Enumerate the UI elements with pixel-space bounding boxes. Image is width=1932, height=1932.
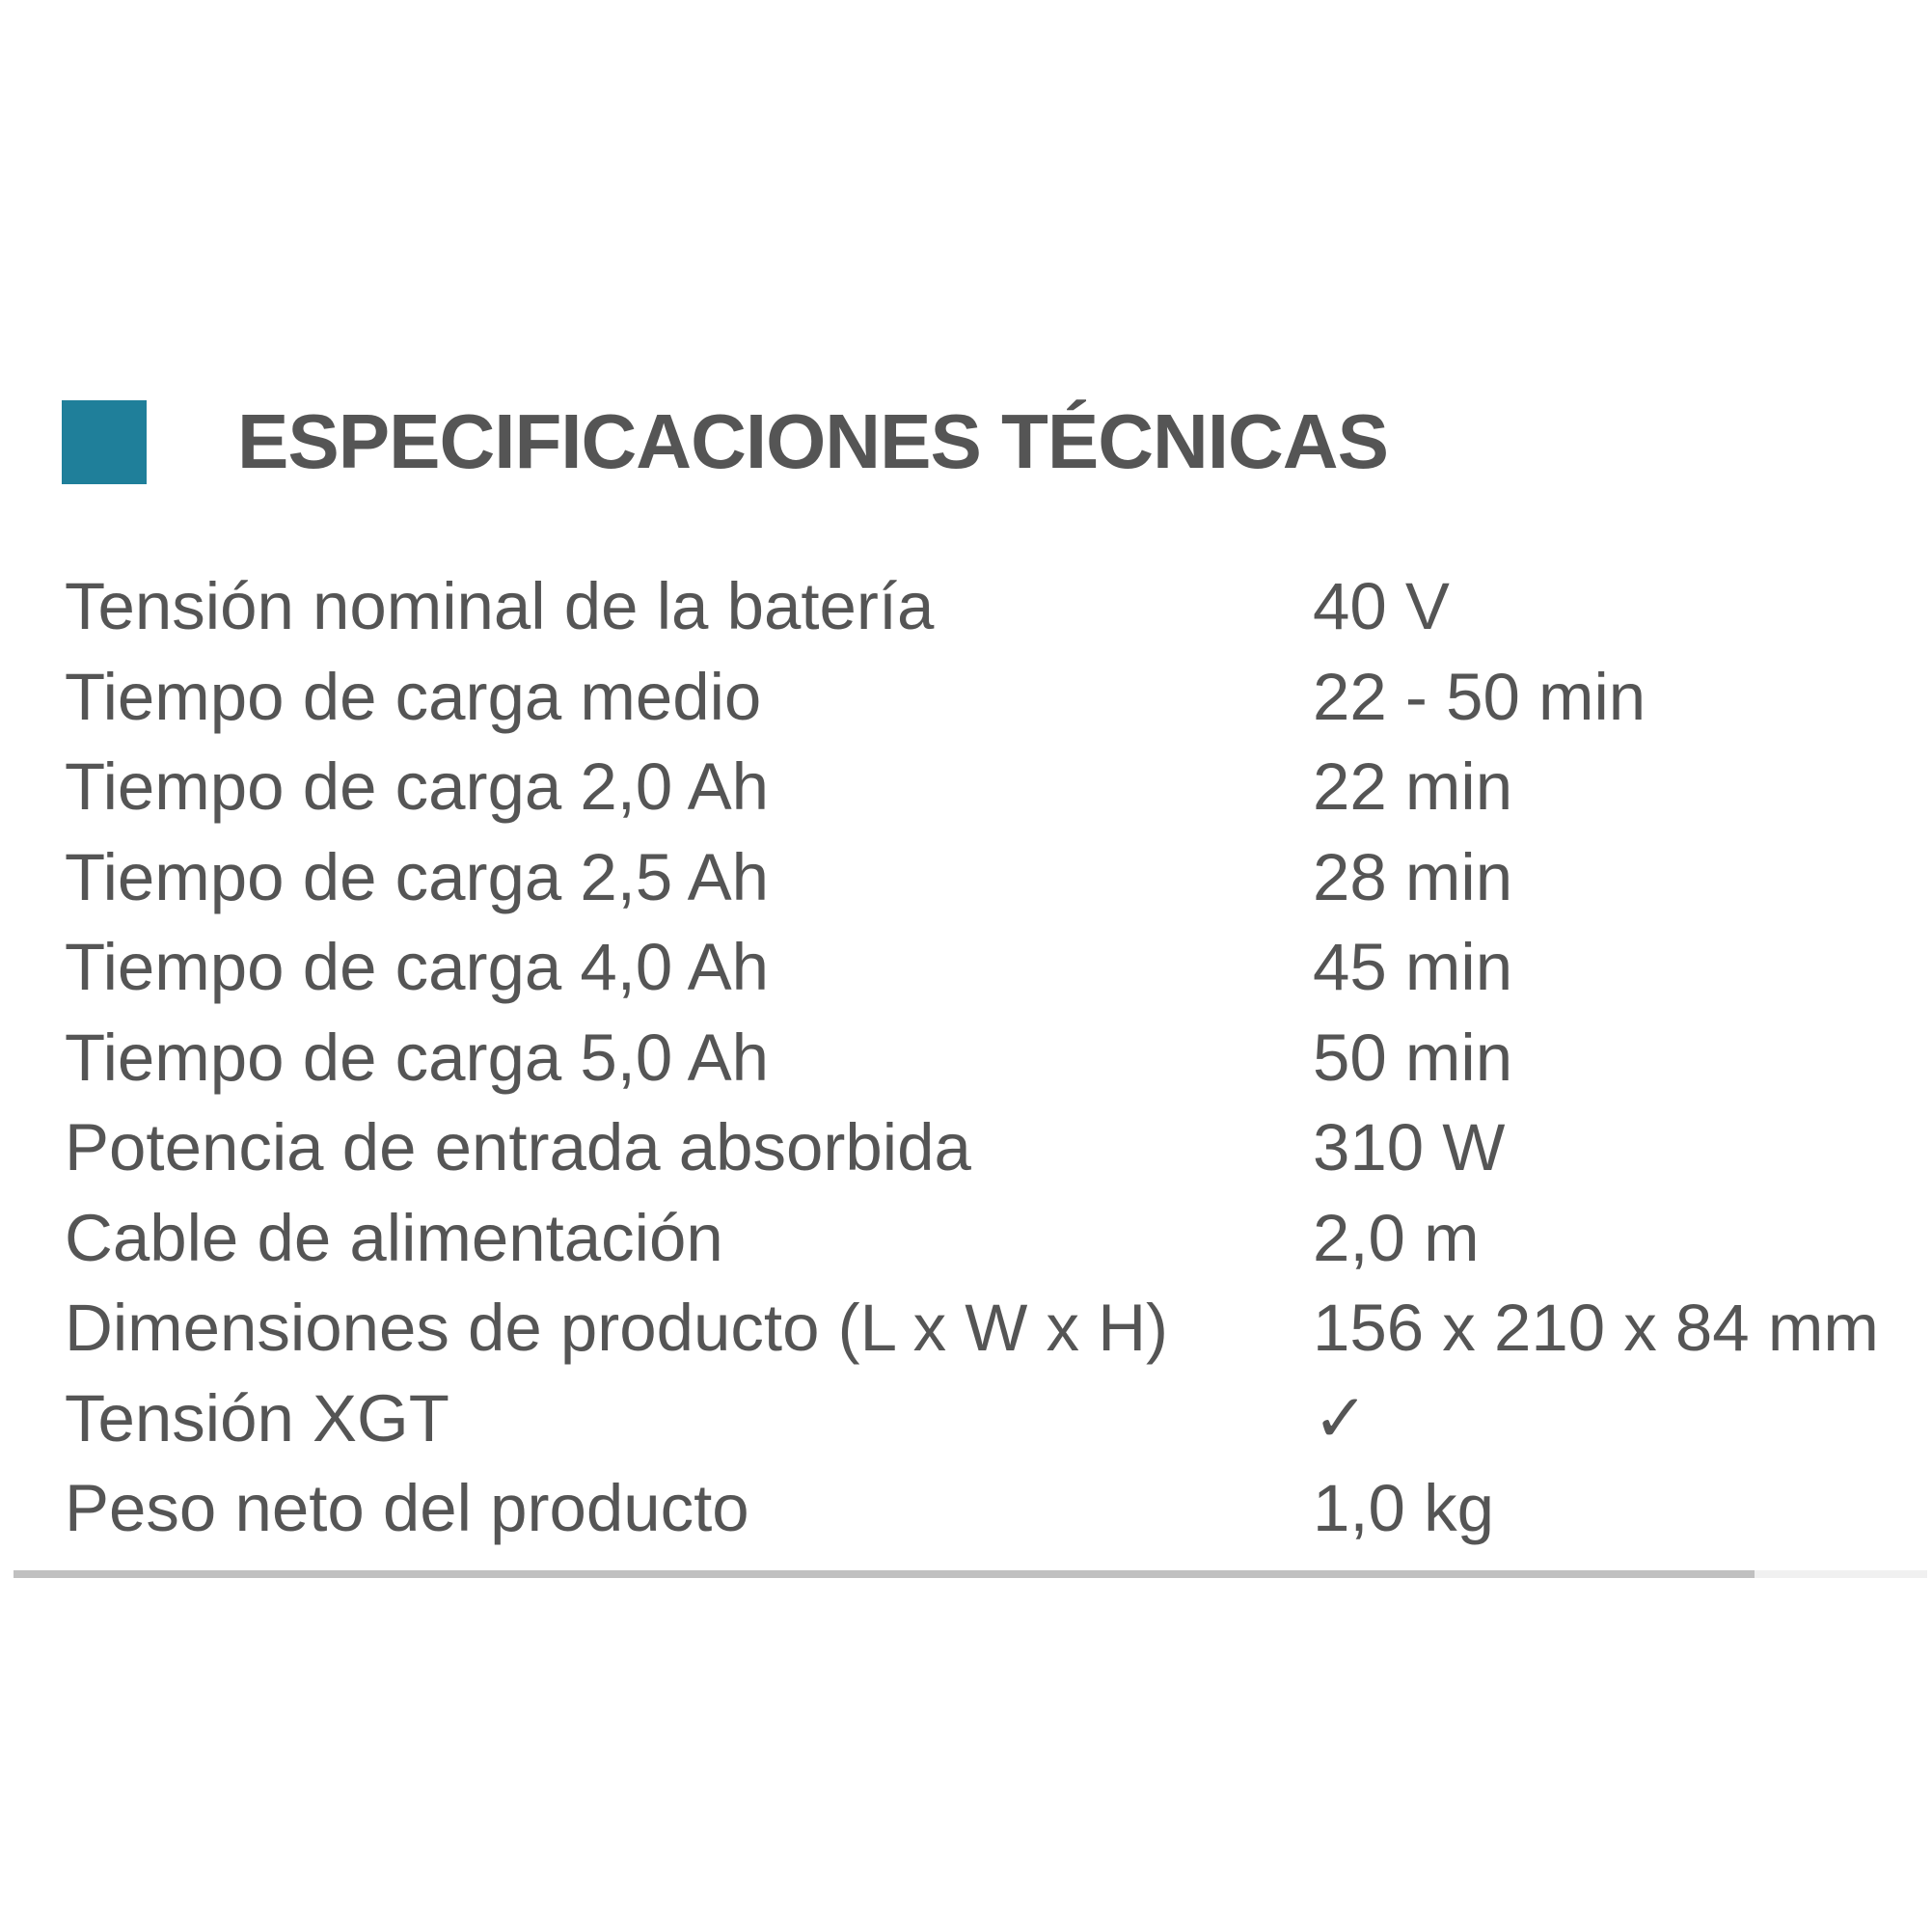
spec-label: Tiempo de carga 2,0 Ah <box>65 749 770 824</box>
spec-row: Tensión nominal de la batería 40 V <box>65 561 1926 652</box>
spec-label: Tiempo de carga 5,0 Ah <box>65 1020 770 1095</box>
spec-row: Potencia de entrada absorbida 310 W <box>65 1102 1926 1193</box>
page-title: ESPECIFICACIONES TÉCNICAS <box>237 398 1389 484</box>
spec-row: Cable de alimentación 2,0 m <box>65 1193 1926 1284</box>
spec-label: Tensión nominal de la batería <box>65 569 935 643</box>
spec-row: Tiempo de carga medio 22 - 50 min <box>65 652 1926 743</box>
spec-value: 45 min <box>1313 930 1513 1004</box>
spec-value: 28 min <box>1313 839 1513 914</box>
spec-label: Tensión XGT <box>65 1380 449 1456</box>
spec-row: Tiempo de carga 2,0 Ah 22 min <box>65 742 1926 832</box>
spec-row: Dimensiones de producto (L x W x H) 156 x… <box>65 1283 1926 1374</box>
spec-value: ✓ <box>1313 1380 1369 1456</box>
spec-value: 1,0 kg <box>1313 1471 1494 1545</box>
spec-value: 22 min <box>1313 749 1513 824</box>
spec-value: 22 - 50 min <box>1313 659 1646 734</box>
spec-value: 50 min <box>1313 1020 1513 1095</box>
spec-row: Tiempo de carga 5,0 Ah 50 min <box>65 1013 1926 1103</box>
spec-value: 40 V <box>1313 569 1450 643</box>
spec-value: 156 x 210 x 84 mm <box>1313 1291 1879 1365</box>
spec-label: Cable de alimentación <box>65 1200 723 1275</box>
spec-row: Tiempo de carga 2,5 Ah 28 min <box>65 832 1926 923</box>
spec-label: Tiempo de carga 4,0 Ah <box>65 930 770 1004</box>
spec-row: Tiempo de carga 4,0 Ah 45 min <box>65 922 1926 1013</box>
spec-row: Peso neto del producto 1,0 kg <box>65 1463 1926 1554</box>
spec-row: Tensión XGT ✓ <box>65 1374 1926 1464</box>
spec-value: 310 W <box>1313 1110 1506 1184</box>
spec-label: Tiempo de carga 2,5 Ah <box>65 839 770 914</box>
spec-label: Tiempo de carga medio <box>65 659 762 734</box>
spec-label: Potencia de entrada absorbida <box>65 1110 971 1184</box>
horizontal-scrollbar[interactable] <box>14 1570 1927 1578</box>
spec-table: Tensión nominal de la batería 40 V Tiempo … <box>65 561 1926 1554</box>
spec-label: Peso neto del producto <box>65 1471 749 1545</box>
spec-label: Dimensiones de producto (L x W x H) <box>65 1291 1169 1365</box>
spec-value: 2,0 m <box>1313 1200 1480 1275</box>
scrollbar-thumb[interactable] <box>14 1570 1755 1578</box>
section-accent-square <box>62 400 147 484</box>
